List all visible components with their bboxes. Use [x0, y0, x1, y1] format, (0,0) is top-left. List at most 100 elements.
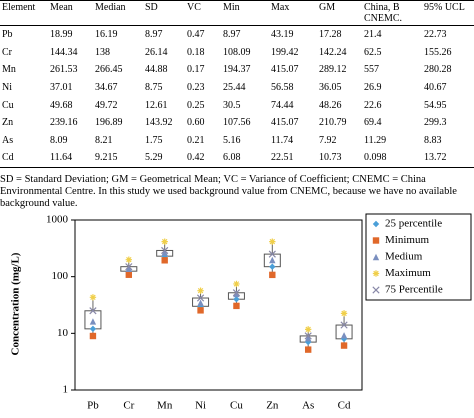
table-cell: 22.51 [269, 149, 317, 168]
marker [89, 293, 97, 301]
legend-label: Minimum [385, 234, 429, 246]
table-cell: 43.19 [271, 29, 294, 41]
table-cell: 11.74 [271, 134, 294, 146]
marker [304, 338, 312, 346]
header-cell: VC [185, 0, 221, 26]
marker [89, 318, 97, 325]
table-cell: 48.26 [319, 99, 342, 111]
table-cell: 13.72 [422, 149, 474, 168]
table-cell: 8.97 [223, 29, 241, 41]
table-cell: 44.88 [145, 64, 168, 76]
table-cell: 69.4 [364, 117, 382, 129]
table-row: Cr 144.34 138 26.14 0.18 108.09 199.42 142.24 62… [0, 44, 474, 62]
y-tick-label: 1000 [46, 213, 69, 225]
header-cell: Element [0, 0, 48, 26]
marker [269, 238, 276, 245]
marker [125, 265, 133, 272]
x-tick-label: Zn [266, 399, 279, 411]
table-row: As 8.09 8.21 1.75 0.21 5.16 11.74 7.92 11.29 8.83 [0, 132, 474, 150]
table-cell: 261.53 [50, 64, 78, 76]
legend-label: 25 percentile [385, 217, 442, 229]
table-cell: 5.29 [143, 149, 185, 168]
table-row: Zn 239.16 196.89 143.92 0.60 107.56 415.07 210.… [0, 114, 474, 132]
table-cell: 280.28 [424, 64, 452, 76]
table-cell: 6.08 [221, 149, 269, 168]
legend-marker [372, 237, 380, 244]
table-cell: 289.12 [319, 64, 347, 76]
table-cell: 107.56 [223, 117, 251, 129]
table-cell: 138 [95, 46, 110, 58]
marker [340, 309, 348, 317]
plot-frame [74, 219, 363, 391]
table-cell: 0.098 [362, 149, 422, 168]
table-cell: 196.89 [95, 117, 123, 129]
table-cell: 8.21 [95, 134, 113, 146]
y-axis-label: Concentration (mg/L) [10, 252, 22, 355]
marker [304, 325, 312, 333]
table-row: Ni 37.01 34.67 8.75 0.23 25.44 56.58 36.05 26.9 4… [0, 79, 474, 97]
table-cell: 0.18 [187, 46, 205, 58]
table-cell: 10.73 [317, 149, 362, 168]
table-cell: 12.61 [145, 99, 168, 111]
marker [161, 249, 168, 256]
table-cell: 8.75 [145, 82, 163, 94]
table-cell: 0.60 [187, 117, 205, 129]
header-cell: GM [317, 0, 362, 26]
x-tick-label: Ni [195, 399, 206, 411]
table-cell: 22.6 [364, 99, 382, 111]
table-cell: Cu [2, 99, 14, 111]
marker [161, 246, 169, 254]
table-cell: 16.19 [95, 29, 118, 41]
marker [197, 302, 204, 310]
table-cell: Cd [0, 149, 48, 168]
table-cell: 144.34 [50, 46, 78, 58]
header-cell: 95% UCL [422, 0, 474, 26]
header-cell: China, B CNEMC. [362, 0, 422, 26]
table-cell: Ni [2, 82, 12, 94]
table-cell: 22.73 [424, 29, 447, 41]
table-cell: 199.42 [271, 46, 299, 58]
header-cell: Min [221, 0, 269, 26]
table-cell: 54.95 [424, 99, 447, 111]
header-cell: Max [269, 0, 317, 26]
table-cell: 0.47 [187, 29, 205, 41]
table-cell: Cr [2, 46, 12, 58]
table-cell: 0.21 [187, 134, 205, 146]
table-cell: 210.79 [319, 117, 347, 129]
table-cell: 11.29 [364, 134, 387, 146]
marker [197, 306, 204, 314]
table-cell: 37.01 [50, 82, 73, 94]
y-tick-label: 1 [63, 383, 69, 395]
table-cell: 9.215 [93, 149, 143, 168]
marker [268, 250, 276, 258]
header-cell: SD [143, 0, 185, 26]
table-cell: 49.68 [50, 99, 73, 111]
table-cell: Pb [2, 29, 13, 41]
x-tick-label: Mn [157, 399, 173, 411]
table-cell: 62.5 [364, 46, 382, 58]
table-cell: 142.24 [319, 46, 347, 58]
marker [161, 256, 168, 264]
legend-marker [372, 270, 380, 277]
legend-marker [372, 253, 380, 260]
table-cell: 155.26 [424, 46, 452, 58]
table-row: Cu 49.68 49.72 12.61 0.25 30.5 74.44 48.26 22.6 5… [0, 96, 474, 114]
marker [233, 295, 240, 303]
x-tick-label: Cu [230, 399, 243, 411]
table-cell: 1.75 [145, 134, 163, 146]
marker [269, 263, 276, 270]
table-cell: 0.25 [187, 99, 205, 111]
marker [125, 271, 133, 278]
table-cell: 194.37 [223, 64, 251, 76]
table-row: Pb 18.99 16.19 8.97 0.47 8.97 43.19 17.28 21.4 22… [0, 26, 474, 44]
header-row: Element Mean Median SD VC Min Max GM China, B CN… [0, 0, 474, 26]
marker [161, 238, 168, 245]
marker [340, 321, 348, 329]
legend-frame [365, 213, 472, 301]
table-cell: 8.09 [50, 134, 68, 146]
table-cell: 26.14 [145, 46, 168, 58]
table-row: Cd 11.64 9.215 5.29 0.42 6.08 22.51 10.73 0.098 1… [0, 149, 474, 168]
table-cell: 143.92 [145, 117, 173, 129]
marker [304, 332, 312, 340]
y-tick-label: 100 [52, 270, 69, 282]
